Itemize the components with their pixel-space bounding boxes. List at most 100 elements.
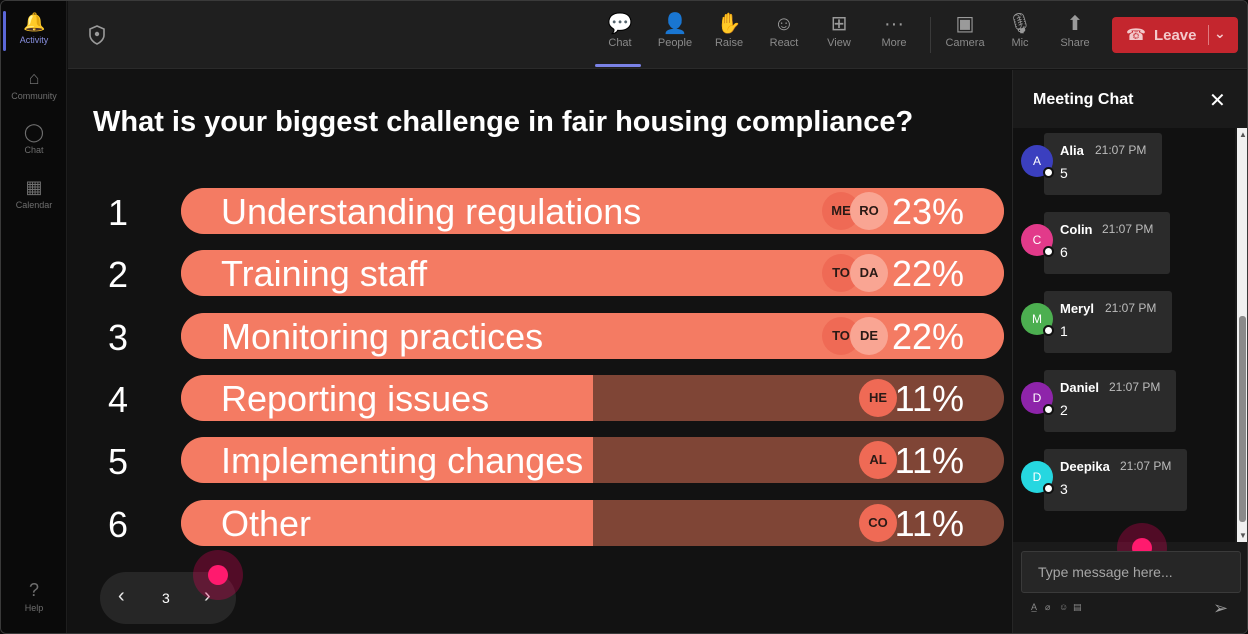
- toolbar-camera-button[interactable]: ▣ Camera: [938, 11, 992, 61]
- chat-scrollbar[interactable]: ▲ ▼: [1237, 128, 1247, 542]
- option-number: 4: [108, 378, 129, 420]
- message-time: 21:07 PM: [1120, 459, 1172, 473]
- option-label: Other: [221, 502, 312, 544]
- rail-item-help[interactable]: ? Help: [1, 579, 67, 613]
- avatar-initial: A: [1032, 154, 1041, 168]
- attach-icon[interactable]: ⌀: [1045, 602, 1051, 612]
- send-icon[interactable]: ➢: [1213, 598, 1229, 618]
- leave-button[interactable]: ☎ Leave ⌄: [1112, 17, 1238, 53]
- message-bubble: Meryl 21:07 PM 1: [1044, 291, 1172, 353]
- option-percent: 11%: [894, 377, 964, 419]
- meeting-toolbar: 💬 Chat 👤 People ✋ Raise ☺ React ⊞ View ·…: [68, 1, 1247, 69]
- message-bubble: Deepika 21:07 PM 3: [1044, 449, 1187, 511]
- option-percent: 23%: [891, 191, 964, 232]
- format-icon[interactable]: A̲: [1031, 602, 1038, 612]
- toolbar-more-button[interactable]: ··· More: [867, 11, 921, 61]
- toolbar-chat-button[interactable]: 💬 Chat: [593, 11, 647, 67]
- message-time: 21:07 PM: [1109, 380, 1161, 394]
- toolbar-mic-button[interactable]: 🎙 Mic: [993, 11, 1047, 61]
- message-text: 5: [1060, 165, 1068, 181]
- chat-icon: 💬: [607, 13, 633, 35]
- toolbar-label: People: [657, 37, 693, 49]
- rail-item-chat[interactable]: ◯ Chat: [1, 121, 67, 155]
- toolbar-people-button[interactable]: 👤 People: [648, 11, 702, 61]
- chat-message[interactable]: Meryl 21:07 PM 1 M: [1021, 289, 1201, 353]
- chat-message[interactable]: Deepika 21:07 PM 3 D: [1021, 447, 1201, 511]
- message-text: 6: [1060, 244, 1068, 260]
- emoji-icon[interactable]: ☺: [1059, 602, 1069, 612]
- chat-icon: ◯: [23, 122, 45, 142]
- message-time: 21:07 PM: [1102, 222, 1154, 236]
- voter-avatar: DA: [850, 254, 888, 293]
- option-bar: Understanding regulations 23% ME RO: [181, 188, 1004, 234]
- toolbar-share-button[interactable]: ⬆ Share: [1048, 11, 1102, 61]
- message-bubble: Colin 21:07 PM 6: [1044, 212, 1170, 274]
- rail-item-label: Calendar: [15, 200, 53, 210]
- chat-message[interactable]: Alia 21:07 PM 5 A: [1021, 131, 1201, 195]
- shield-icon[interactable]: [88, 25, 106, 45]
- option-label: Monitoring practices: [221, 315, 544, 357]
- chevron-right-icon[interactable]: ›: [204, 585, 211, 607]
- calendar-icon: ▦: [25, 177, 43, 197]
- message-text: 2: [1060, 402, 1068, 418]
- option-bar: Reporting issues 11% HE: [181, 374, 1004, 421]
- poll-question: What is your biggest challenge in fair h…: [93, 106, 914, 138]
- option-number: 5: [108, 441, 129, 483]
- option-bar: Training staff 22% TO DA: [181, 250, 1004, 297]
- option-label: Training staff: [221, 253, 428, 295]
- message-author: Meryl: [1060, 301, 1094, 316]
- option-bar-fill: [181, 437, 593, 484]
- leave-divider: [1208, 25, 1209, 45]
- hang-up-icon: ☎: [1126, 27, 1146, 44]
- avatar[interactable]: A: [1021, 145, 1054, 178]
- toolbar-view-button[interactable]: ⊞ View: [812, 11, 866, 61]
- toolbar-label: Mic: [1011, 37, 1029, 49]
- chat-message[interactable]: Daniel 21:07 PM 2 D: [1021, 368, 1201, 432]
- camera-off-icon: ▣: [955, 13, 975, 35]
- poll-option-row: 3 Monitoring practices 22% TO DE: [68, 312, 1011, 361]
- chevron-left-icon[interactable]: ‹: [118, 585, 125, 607]
- rail-item-activity[interactable]: 🔔 Activity: [1, 11, 67, 51]
- scroll-thumb[interactable]: [1239, 316, 1246, 522]
- rail-item-calendar[interactable]: ▦ Calendar: [1, 176, 67, 210]
- compose-box[interactable]: [1021, 551, 1241, 593]
- option-label: Reporting issues: [221, 377, 490, 419]
- toolbar-label: React: [769, 37, 799, 49]
- leave-label: Leave: [1153, 26, 1197, 44]
- toolbar-label: Share: [1060, 37, 1090, 49]
- message-bubble: Daniel 21:07 PM 2: [1044, 370, 1176, 432]
- toolbar-label: View: [827, 37, 851, 49]
- avatar[interactable]: D: [1021, 382, 1054, 415]
- avatar[interactable]: M: [1021, 303, 1054, 336]
- close-icon[interactable]: ✕: [1209, 90, 1226, 112]
- mic-icon: 🎙: [1007, 13, 1033, 35]
- rail-item-community[interactable]: ⌂ Community: [1, 67, 67, 101]
- toolbar-label: Raise: [714, 37, 744, 49]
- poll-option-row: 6 Other 11% CO: [68, 499, 1011, 548]
- react-icon: ☺: [773, 13, 795, 35]
- chat-message[interactable]: Colin 21:07 PM 6 C: [1021, 210, 1201, 274]
- avatar[interactable]: C: [1021, 224, 1054, 257]
- chevron-down-icon[interactable]: ⌄: [1214, 25, 1226, 41]
- people-icon: 👤: [662, 13, 688, 35]
- toolbar-react-button[interactable]: ☺ React: [757, 11, 811, 61]
- scroll-down-icon[interactable]: ▼: [1239, 531, 1247, 540]
- message-bubble: Alia 21:07 PM 5: [1044, 133, 1162, 195]
- presence-indicator: [1043, 325, 1054, 336]
- option-bar-fill: [181, 499, 593, 546]
- message-author: Alia: [1060, 143, 1084, 158]
- more-icon: ···: [884, 13, 904, 35]
- scroll-up-icon[interactable]: ▲: [1239, 130, 1247, 139]
- voter-avatar: CO: [859, 503, 897, 542]
- chat-message-list[interactable]: Alia 21:07 PM 5 A Colin 21:07 PM 6 C Meryl 21:07 …: [1013, 128, 1235, 542]
- voter-avatar: DE: [850, 316, 888, 355]
- avatar-initial: D: [1032, 470, 1042, 484]
- presence-indicator: [1043, 246, 1054, 257]
- poll-option-row: 4 Reporting issues 11% HE: [68, 374, 1011, 423]
- gif-icon[interactable]: ▤: [1073, 602, 1082, 612]
- toolbar-raise-button[interactable]: ✋ Raise: [702, 11, 756, 61]
- avatar[interactable]: D: [1021, 461, 1054, 494]
- avatar-initial: M: [1032, 312, 1042, 326]
- poll-stage: What is your biggest challenge in fair h…: [68, 70, 1011, 633]
- message-input[interactable]: [1022, 552, 1240, 592]
